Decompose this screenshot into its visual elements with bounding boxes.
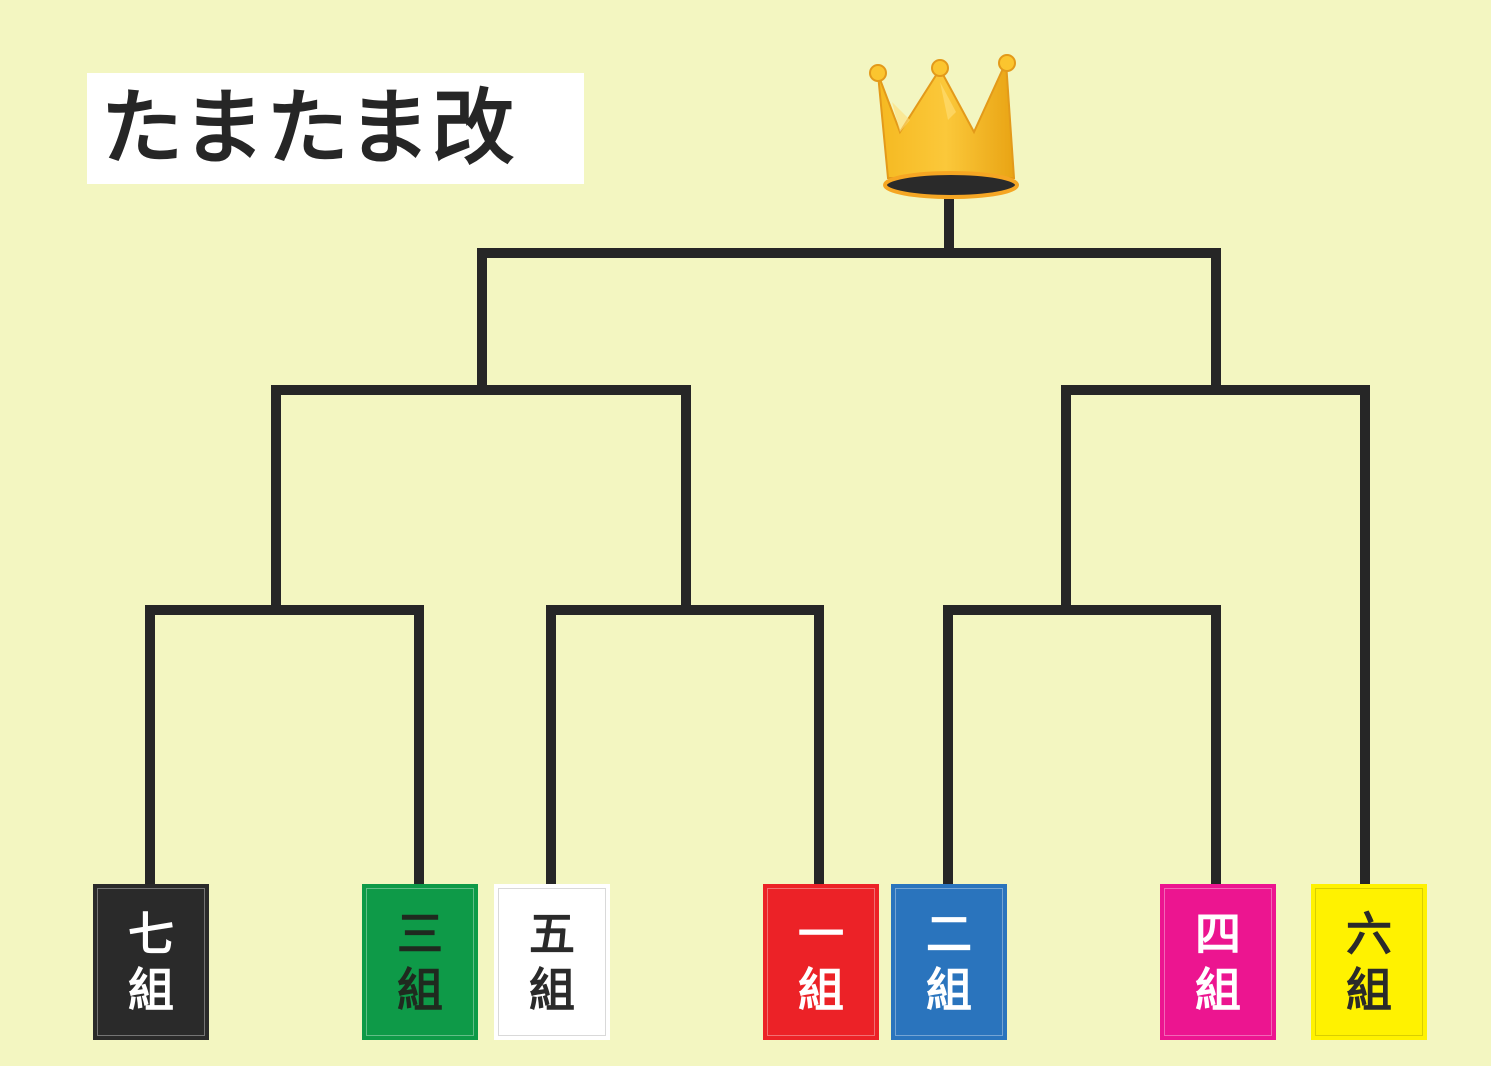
team-card-roku: 六 組 (1311, 884, 1427, 1040)
team-suffix: 組 (926, 963, 972, 1017)
bracket-line-qf-2 (546, 605, 824, 889)
team-name: 六 (1346, 907, 1392, 961)
team-suffix: 組 (1195, 963, 1241, 1017)
team-card-san: 三 組 (362, 884, 478, 1040)
team-suffix: 組 (128, 963, 174, 1017)
team-card-ichi: 一 組 (763, 884, 879, 1040)
team-suffix: 組 (1346, 963, 1392, 1017)
team-card-yon: 四 組 (1160, 884, 1276, 1040)
team-suffix: 組 (397, 963, 443, 1017)
page-title: たまたま改 (101, 80, 517, 176)
team-name: 一 (798, 907, 844, 961)
team-suffix: 組 (798, 963, 844, 1017)
title-box: たまたま改 (87, 73, 584, 184)
team-card-nana: 七 組 (93, 884, 209, 1040)
team-card-go: 五 組 (494, 884, 610, 1040)
crown-icon (869, 54, 1019, 199)
team-card-ni: 二 組 (891, 884, 1007, 1040)
bracket-line-semi-left (271, 385, 691, 610)
team-suffix: 組 (529, 963, 575, 1017)
team-name: 七 (128, 907, 174, 961)
bracket-line-qf-1 (145, 605, 424, 889)
bracket-line-semi-right (1061, 385, 1370, 889)
team-name: 三 (397, 907, 443, 961)
team-name: 五 (529, 907, 575, 961)
bracket-line-final (477, 195, 1221, 388)
bracket-line-qf-3 (943, 605, 1221, 889)
team-name: 四 (1195, 907, 1241, 961)
team-name: 二 (926, 907, 972, 961)
